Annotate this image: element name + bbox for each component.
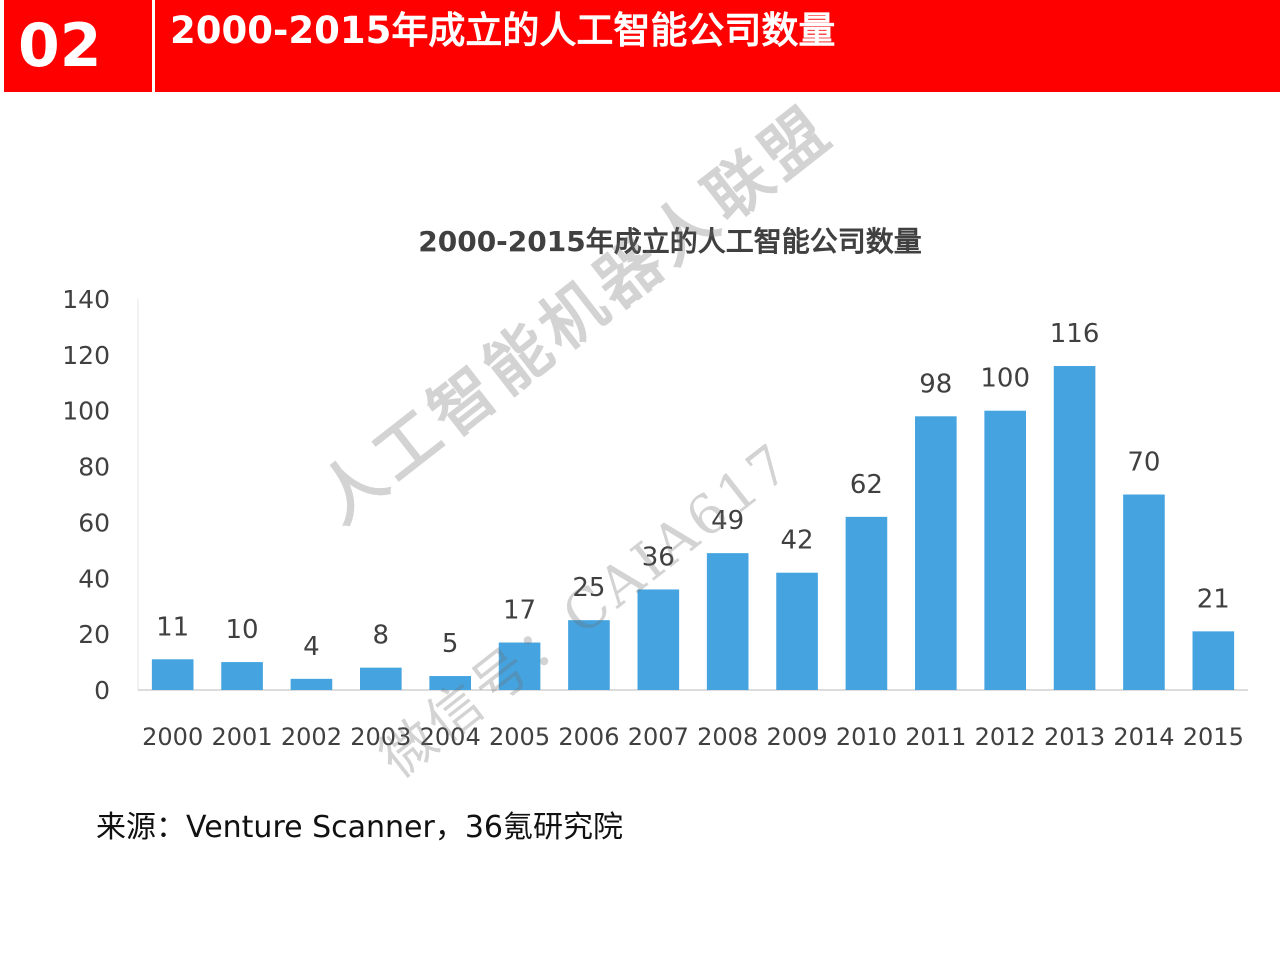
data-label: 100 [980,364,1030,394]
data-label: 5 [442,629,459,659]
x-tick-label: 2009 [767,723,828,751]
section-number: 02 [18,11,102,81]
x-tick-label: 2000 [142,723,203,751]
y-tick-label: 100 [62,397,110,426]
x-tick-label: 2015 [1183,723,1244,751]
data-label: 25 [572,573,605,603]
bar [429,676,471,690]
bar [1053,366,1096,690]
x-tick-label: 2014 [1113,723,1174,751]
x-tick-label: 2002 [281,723,342,751]
y-tick-label: 40 [78,564,110,593]
data-label: 4 [303,632,320,662]
bar [637,589,680,690]
bar [1192,631,1235,690]
source-note: 来源：Venture Scanner，36氪研究院 [96,810,624,845]
bar [360,667,402,690]
slide-title: 2000-2015年成立的人工智能公司数量 [170,9,836,52]
bar [706,553,749,690]
data-label: 10 [226,615,259,645]
data-label: 62 [850,470,883,500]
data-label: 17 [503,596,536,626]
bar [845,516,888,690]
x-tick-label: 2008 [697,723,758,751]
data-label: 11 [156,612,189,642]
header-divider [152,0,155,92]
bar [221,662,263,690]
x-tick-label: 2013 [1044,723,1105,751]
bar [915,416,957,690]
y-tick-label: 140 [62,285,110,314]
y-tick-label: 80 [78,453,110,482]
y-tick-label: 60 [78,508,110,537]
x-tick-label: 2012 [975,723,1036,751]
data-label: 8 [373,621,390,651]
x-tick-label: 2010 [836,723,897,751]
bar [568,620,610,690]
chart-title: 2000-2015年成立的人工智能公司数量 [418,225,922,258]
data-label: 49 [711,506,744,536]
x-tick-label: 2005 [489,723,550,751]
bar [151,659,194,690]
bar [498,642,541,690]
x-tick-label: 2003 [350,723,411,751]
x-tick-label: 2004 [420,723,481,751]
data-label: 36 [642,542,675,572]
data-label: 70 [1127,448,1160,478]
x-tick-label: 2007 [628,723,689,751]
data-label: 98 [919,369,952,399]
x-tick-label: 2006 [558,723,619,751]
bar [290,678,333,690]
bar [984,410,1026,690]
y-tick-label: 20 [78,620,110,649]
slide-header: 02 2000-2015年成立的人工智能公司数量 [4,0,1280,92]
x-tick-label: 2011 [905,723,966,751]
bar [776,572,818,690]
data-label: 42 [781,526,814,556]
y-tick-label: 120 [62,341,110,370]
bar [1123,494,1165,690]
data-label: 21 [1197,584,1230,614]
x-tick-label: 2001 [212,723,273,751]
data-label: 116 [1050,319,1100,349]
y-tick-label: 0 [94,676,110,705]
